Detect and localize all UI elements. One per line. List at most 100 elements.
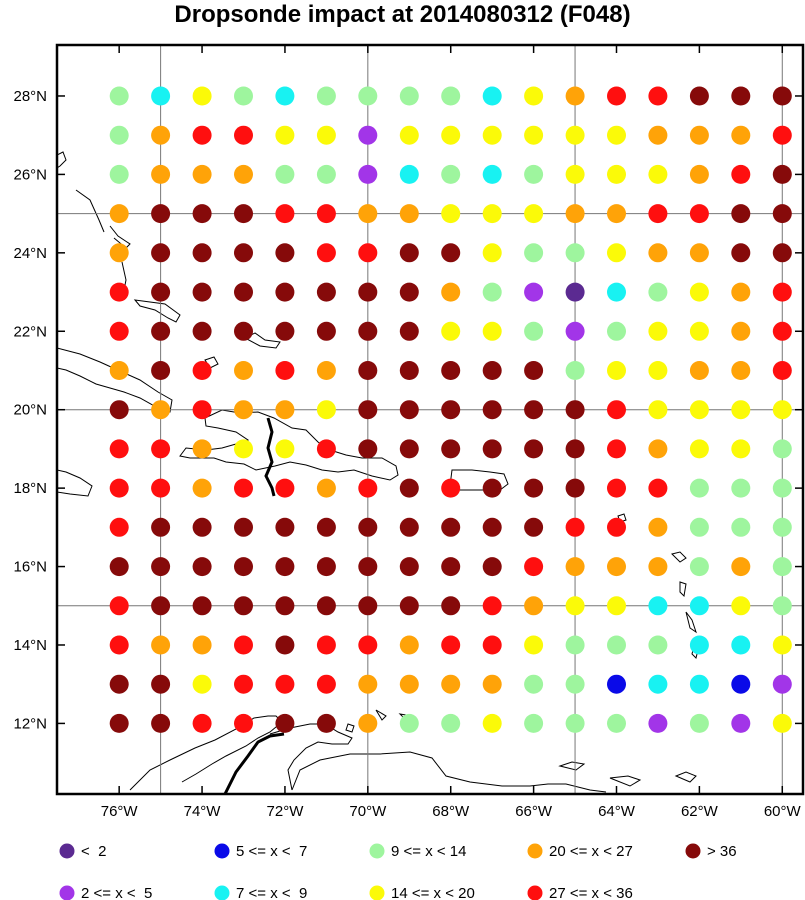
impact-point xyxy=(151,86,171,106)
impact-point xyxy=(689,557,709,577)
impact-point xyxy=(482,400,502,420)
y-tick-label: 16°N xyxy=(13,559,47,576)
impact-point xyxy=(316,439,336,459)
impact-point xyxy=(441,282,461,302)
impact-point xyxy=(358,635,378,655)
impact-point xyxy=(275,204,295,224)
y-tick-label: 12°N xyxy=(13,715,47,732)
impact-point xyxy=(358,243,378,263)
impact-point xyxy=(192,86,212,106)
impact-point xyxy=(358,557,378,577)
impact-point xyxy=(524,243,544,263)
y-tick-label: 26°N xyxy=(13,166,47,183)
impact-point xyxy=(648,86,668,106)
impact-point xyxy=(565,204,585,224)
x-tick-label: 68°W xyxy=(432,803,470,820)
x-tick-label: 62°W xyxy=(681,803,719,820)
impact-point xyxy=(109,361,129,380)
impact-point xyxy=(565,125,585,145)
impact-point xyxy=(109,517,129,537)
impact-point xyxy=(482,125,502,145)
impact-point xyxy=(316,596,336,616)
impact-point xyxy=(234,478,253,498)
impact-point xyxy=(648,321,668,341)
legend-swatch xyxy=(214,885,230,900)
impact-point xyxy=(689,361,709,380)
impact-point xyxy=(482,517,502,537)
impact-point xyxy=(607,635,626,655)
impact-point xyxy=(482,164,502,184)
impact-point xyxy=(648,439,668,459)
impact-point xyxy=(151,321,171,341)
impact-point xyxy=(399,517,419,537)
y-tick-label: 24°N xyxy=(13,245,47,262)
impact-point xyxy=(109,321,129,341)
impact-point xyxy=(151,125,171,145)
impact-point xyxy=(607,557,626,577)
impact-point xyxy=(316,86,336,106)
impact-point xyxy=(192,478,212,498)
impact-point xyxy=(689,596,709,616)
x-tick-label: 66°W xyxy=(515,803,553,820)
impact-point xyxy=(772,439,792,459)
impact-point xyxy=(565,439,585,459)
impact-point xyxy=(192,321,212,341)
impact-point xyxy=(648,125,668,145)
impact-point xyxy=(772,243,792,263)
impact-point xyxy=(192,243,212,263)
impact-point xyxy=(234,164,253,184)
impact-point xyxy=(689,243,709,263)
y-tick-label: 22°N xyxy=(13,323,47,340)
impact-point xyxy=(731,635,751,655)
impact-point xyxy=(482,86,502,106)
impact-point xyxy=(275,86,295,106)
impact-point xyxy=(109,439,129,459)
impact-point xyxy=(234,439,253,459)
impact-point xyxy=(316,321,336,341)
impact-point xyxy=(524,204,544,224)
impact-point xyxy=(399,86,419,106)
impact-point xyxy=(607,517,626,537)
impact-point xyxy=(689,164,709,184)
impact-point xyxy=(772,478,792,498)
impact-point xyxy=(565,596,585,616)
impact-point xyxy=(275,125,295,145)
impact-point xyxy=(234,713,253,733)
impact-point xyxy=(607,400,626,420)
impact-point xyxy=(275,517,295,537)
impact-point xyxy=(482,596,502,616)
impact-point xyxy=(565,713,585,733)
impact-point xyxy=(151,635,171,655)
impact-point xyxy=(731,713,751,733)
impact-point xyxy=(234,635,253,655)
impact-point xyxy=(275,282,295,302)
impact-point xyxy=(316,243,336,263)
x-tick-label: 70°W xyxy=(349,803,387,820)
impact-point xyxy=(565,86,585,106)
impact-point xyxy=(399,282,419,302)
impact-point xyxy=(234,361,253,380)
impact-point xyxy=(565,674,585,694)
legend-swatch xyxy=(369,885,385,900)
impact-point xyxy=(192,125,212,145)
impact-point xyxy=(441,635,461,655)
impact-point xyxy=(689,674,709,694)
impact-point xyxy=(482,321,502,341)
impact-point xyxy=(151,439,171,459)
impact-point xyxy=(607,439,626,459)
impact-point xyxy=(358,596,378,616)
legend-label: 2 <= x < 5 xyxy=(81,885,152,900)
impact-point xyxy=(275,321,295,341)
impact-point xyxy=(109,400,129,420)
impact-point xyxy=(772,674,792,694)
chart-title: Dropsonde impact at 2014080312 (F048) xyxy=(174,1,631,28)
impact-point xyxy=(648,400,668,420)
legend-label: 27 <= x < 36 xyxy=(549,885,633,900)
impact-point xyxy=(565,321,585,341)
impact-point xyxy=(648,635,668,655)
impact-point xyxy=(234,282,253,302)
impact-point xyxy=(731,282,751,302)
impact-point xyxy=(192,635,212,655)
impact-point xyxy=(275,243,295,263)
impact-point xyxy=(772,596,792,616)
